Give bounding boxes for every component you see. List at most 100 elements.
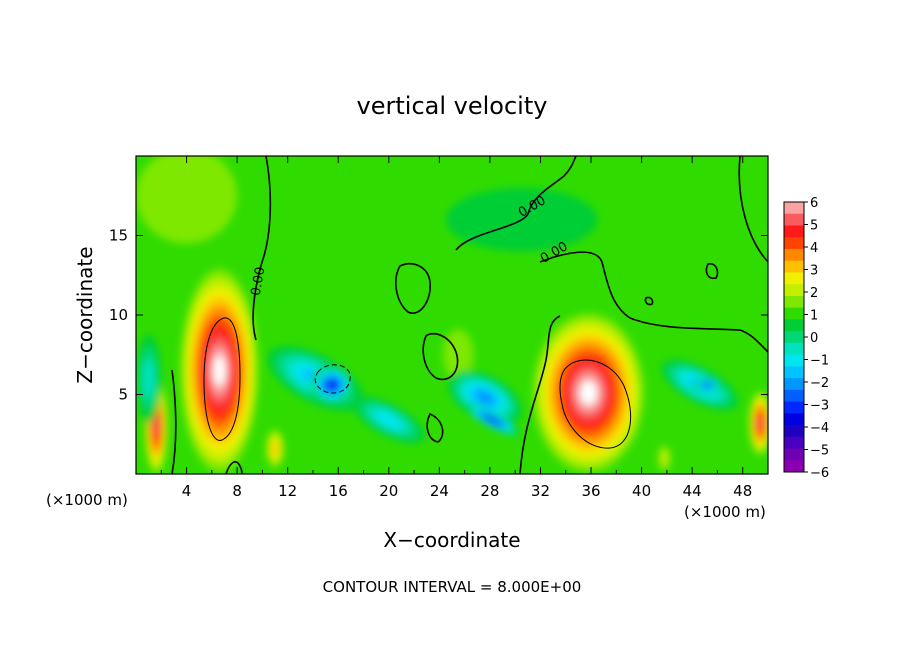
- velocity-level-4: [376, 411, 402, 429]
- colorbar-label: −2: [810, 376, 829, 391]
- colorbar-swatch: [784, 213, 804, 226]
- colorbar-swatch: [784, 460, 804, 473]
- colorbar-swatch: [784, 331, 804, 344]
- velocity-feature-downdraft: [692, 377, 723, 393]
- colorbar-label: 1: [810, 309, 818, 324]
- x-tick-label: 40: [632, 482, 651, 500]
- velocity-level-1: [136, 156, 238, 244]
- zero-contour-k: [225, 461, 243, 474]
- y-tick-label: 5: [118, 386, 128, 404]
- x-tick-label: 20: [379, 482, 398, 500]
- y-axis-ticks: 5 10 15: [109, 227, 768, 404]
- velocity-field: 0.000.000.00: [136, 156, 768, 474]
- zero-contour-f: [395, 262, 431, 314]
- velocity-feature-updraft: [749, 391, 768, 455]
- zero-contour-a: [252, 156, 272, 341]
- x-axis-unit-left: (×1000 m): [46, 491, 128, 509]
- colorbar-swatch: [784, 342, 804, 356]
- colorbar-swatch: [784, 225, 804, 238]
- colorbar-label: −1: [810, 354, 829, 369]
- colorbar-label: 0: [810, 331, 818, 346]
- colorbar-swatch: [784, 237, 804, 250]
- colorbar-swatch: [784, 389, 804, 403]
- zero-contour-i: [644, 296, 654, 306]
- inner-contour-updraft-a: [203, 317, 241, 441]
- velocity-level-2: [660, 450, 669, 466]
- chart-title: vertical velocity: [357, 92, 548, 120]
- contour-interval-note: CONTOUR INTERVAL = 8.000E+00: [323, 578, 582, 596]
- velocity-level-9: [487, 417, 497, 423]
- colorbar-swatch: [784, 295, 804, 309]
- velocity-feature-updraft: [532, 313, 645, 473]
- colorbar-label: 5: [810, 219, 818, 234]
- velocity-level-4: [271, 441, 279, 456]
- zero-contour-g: [422, 332, 459, 381]
- x-tick-label: 4: [182, 482, 192, 500]
- colorbar-swatch: [784, 448, 804, 461]
- zero-contour-l: [426, 412, 444, 443]
- colorbar-swatch: [784, 248, 804, 262]
- zero-contour-e: [519, 315, 561, 474]
- velocity-feature-downdraft: [465, 404, 520, 436]
- colorbar-label: −6: [810, 466, 829, 481]
- x-tick-label: 36: [581, 482, 600, 500]
- inner-contour-downdraft: [314, 364, 351, 394]
- x-tick-label: 48: [733, 482, 752, 500]
- zero-contour-b: [455, 156, 577, 251]
- colorbar-swatch: [784, 307, 804, 320]
- colorbar-swatch: [784, 413, 804, 426]
- inner-contour-updraft-b: [559, 359, 632, 449]
- x-tick-label: 12: [278, 482, 297, 500]
- velocity-level-9: [328, 381, 336, 389]
- colorbar-label: −5: [810, 444, 829, 459]
- colorbar-swatch: [784, 272, 804, 285]
- colorbar-swatch: [784, 366, 804, 379]
- colorbar-swatch: [784, 202, 804, 215]
- velocity-level-6: [475, 391, 494, 405]
- colorbar-swatch: [784, 425, 804, 438]
- colorbar-swatch: [784, 354, 804, 367]
- colorbar-swatch: [784, 436, 804, 450]
- colorbar-swatch: [784, 319, 804, 332]
- velocity-feature-updraft: [658, 445, 671, 471]
- colorbar-label: 6: [810, 196, 818, 211]
- feature-layer: [136, 156, 768, 474]
- x-tick-label: 32: [531, 482, 550, 500]
- contour-label: 0.00: [249, 266, 269, 297]
- x-tick-label: 44: [683, 482, 702, 500]
- velocity-level-8: [758, 417, 763, 430]
- y-axis-label: Z−coordinate: [73, 246, 97, 383]
- zero-contour-j: [171, 369, 177, 474]
- velocity-feature-downdraft: [310, 365, 354, 405]
- velocity-level-8: [704, 383, 711, 387]
- velocity-level-10: [213, 355, 226, 387]
- velocity-level-3: [143, 358, 155, 399]
- x-tick-label: 24: [430, 482, 449, 500]
- colorbar-label: 3: [810, 264, 818, 279]
- contour-layer: [171, 156, 768, 474]
- colorbar-label: 4: [810, 241, 818, 256]
- colorbar-label: −4: [810, 421, 829, 436]
- velocity-feature-updraft: [266, 429, 284, 468]
- velocity-level-10: [580, 380, 597, 405]
- x-tick-label: 8: [232, 482, 242, 500]
- zero-contour-d: [738, 156, 768, 263]
- velocity-feature-updraft: [180, 268, 259, 473]
- x-axis-ticks: 4 8 12 16 20 24 28 32 36 40 44 48: [160, 156, 752, 500]
- y-tick-label: 15: [109, 227, 128, 245]
- velocity-feature-warm: [136, 156, 238, 244]
- x-tick-label: 28: [480, 482, 499, 500]
- zero-contour-c: [539, 251, 768, 353]
- zero-contour-h: [705, 262, 719, 280]
- velocity-feature-downdraft: [352, 396, 426, 444]
- y-tick-label: 10: [109, 306, 128, 324]
- velocity-feature-updraft: [144, 378, 168, 474]
- colorbar-swatch: [784, 378, 804, 391]
- colorbar-swatch: [784, 401, 804, 414]
- colorbar-label: −3: [810, 399, 829, 414]
- x-axis-label: X−coordinate: [383, 528, 520, 552]
- colorbar-swatch: [784, 260, 804, 273]
- velocity-feature-downdraft: [136, 334, 162, 424]
